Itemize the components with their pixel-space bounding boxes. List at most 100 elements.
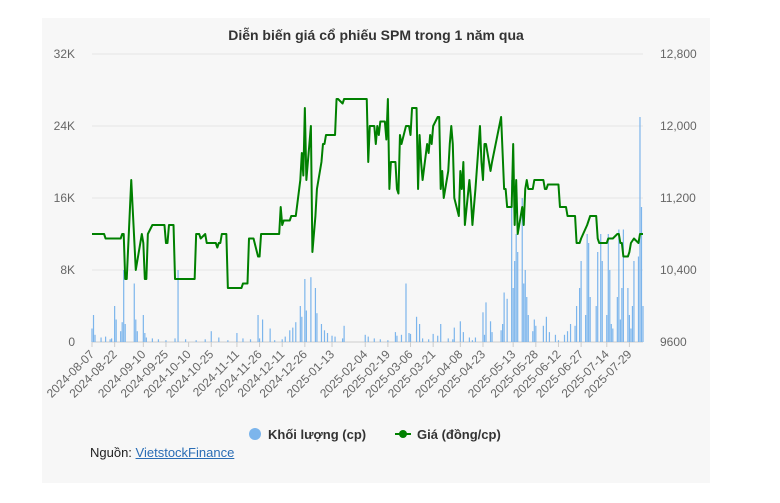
volume-bar <box>316 313 318 342</box>
volume-bar <box>601 261 603 342</box>
volume-bar <box>542 325 544 342</box>
volume-bar <box>396 335 398 342</box>
volume-bar <box>440 324 442 342</box>
volume-bars <box>91 117 644 342</box>
volume-bar <box>142 315 144 342</box>
volume-bar <box>418 324 421 342</box>
left-axis-tick-label: 32K <box>54 47 75 61</box>
volume-bar <box>563 334 566 342</box>
volume-bar <box>595 306 597 342</box>
volume-bar <box>305 310 307 342</box>
volume-bar <box>619 319 621 342</box>
volume-bar <box>249 339 252 342</box>
volume-bar <box>503 292 505 342</box>
volume-bar <box>566 331 569 342</box>
volume-bar <box>575 306 578 342</box>
volume-bar <box>274 340 276 342</box>
volume-bar <box>428 339 430 342</box>
volume-bar <box>323 330 326 342</box>
legend-item-volume[interactable]: Khối lượng (cp) <box>249 427 366 442</box>
volume-bar <box>482 312 484 342</box>
volume-bar <box>569 324 572 342</box>
volume-bar <box>452 339 454 342</box>
volume-bar <box>289 330 291 342</box>
volume-bar <box>136 331 138 342</box>
volume-bar <box>120 331 122 342</box>
volume-bar <box>585 315 587 342</box>
volume-bar <box>326 333 329 342</box>
volume-bar <box>114 306 116 342</box>
volume-bar <box>517 252 519 342</box>
volume-bar <box>409 333 412 342</box>
volume-bar <box>236 333 238 342</box>
volume-bar <box>331 335 333 342</box>
legend-item-price[interactable]: Giá (đồng/cp) <box>395 427 501 442</box>
volume-bar <box>242 338 244 342</box>
volume-bar <box>432 333 434 342</box>
volume-bar <box>633 261 635 342</box>
volume-bar <box>512 288 514 342</box>
left-axis-tick-label: 24K <box>54 119 75 133</box>
source-link[interactable]: VietstockFinance <box>135 445 235 460</box>
left-axis-ticks: 0 8K 16K 24K 32K <box>54 47 76 349</box>
volume-bar <box>607 234 609 342</box>
volume-bar <box>165 340 167 342</box>
right-axis-ticks: 9600 10,400 11,200 12,000 12,800 <box>660 47 697 349</box>
volume-bar <box>144 333 146 342</box>
volume-bar <box>609 270 611 342</box>
volume-bar <box>483 334 486 342</box>
volume-bar <box>548 332 551 342</box>
x-axis-ticks: 2024-08-072024-08-222024-09-102024-09-25… <box>44 342 635 401</box>
legend-volume-label: Khối lượng (cp) <box>268 427 366 442</box>
volume-bar <box>502 324 504 342</box>
right-axis-tick-label: 12,800 <box>660 47 697 61</box>
volume-bar <box>471 340 474 342</box>
volume-bar <box>642 306 644 342</box>
volume-bar <box>524 270 526 342</box>
volume-bar <box>387 340 389 342</box>
volume-bar <box>281 339 283 342</box>
volume-bar <box>606 315 608 342</box>
left-axis-tick-label: 0 <box>68 335 75 349</box>
volume-bar <box>500 330 502 342</box>
volume-bar <box>589 297 591 342</box>
volume-bar <box>462 332 464 342</box>
volume-bar <box>367 336 369 342</box>
volume-bar <box>123 270 125 342</box>
volume-bar <box>174 338 176 342</box>
volume-bar <box>621 288 623 342</box>
volume-bar <box>310 277 312 342</box>
volume-bar <box>580 261 582 342</box>
volume-bar <box>124 324 126 342</box>
volume-bar <box>622 229 624 342</box>
volume-bar <box>111 338 113 342</box>
volume-bar <box>115 319 117 342</box>
legend[interactable]: Khối lượng (cp) Giá (đồng/cp) <box>249 427 501 442</box>
volume-bar <box>545 316 547 342</box>
volume-bar <box>612 328 614 342</box>
volume-bar <box>295 322 297 342</box>
volume-bar <box>535 325 537 342</box>
volume-bar <box>400 334 403 342</box>
volume-bar <box>284 336 286 342</box>
volume-bar <box>109 339 111 342</box>
volume-bar <box>135 319 137 342</box>
volume-bar <box>588 243 590 342</box>
volume-bar <box>405 283 407 342</box>
volume-bar <box>468 337 470 342</box>
chart-panel <box>42 18 710 483</box>
volume-bar <box>600 234 602 342</box>
volume-bar <box>574 325 576 342</box>
volume-bar <box>184 339 187 342</box>
left-axis-tick-label: 8K <box>60 263 75 277</box>
volume-bar <box>579 288 581 342</box>
volume-bar <box>314 288 317 342</box>
volume-bar <box>447 338 449 342</box>
legend-volume-marker <box>249 428 261 440</box>
volume-bar <box>415 316 418 342</box>
volume-bar <box>227 340 229 342</box>
volume-bar <box>491 332 493 342</box>
volume-bar <box>627 288 629 342</box>
volume-bar <box>258 338 261 342</box>
volume-bar <box>515 234 517 342</box>
